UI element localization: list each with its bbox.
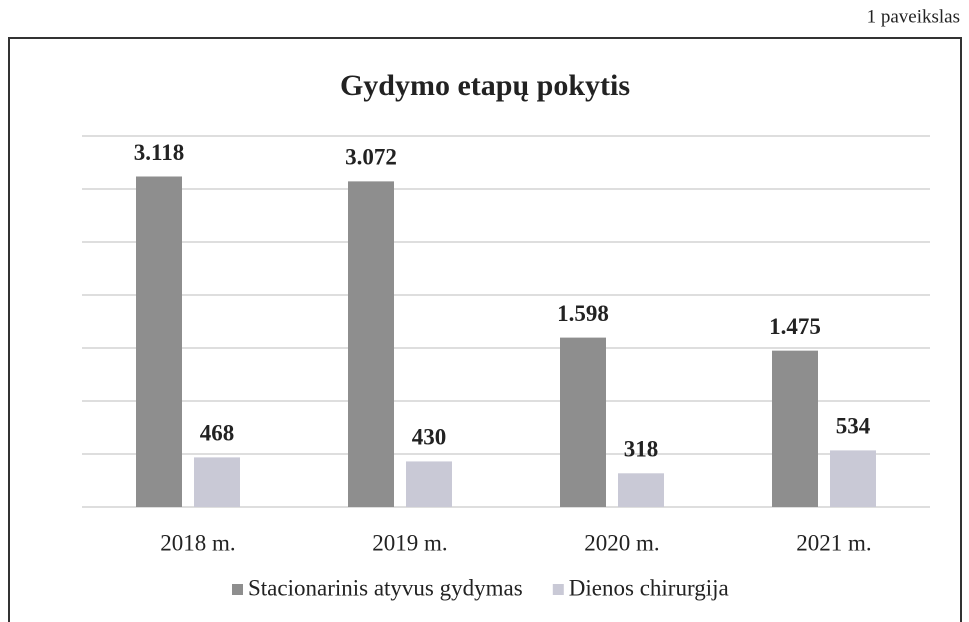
value-label: 430 [412, 425, 447, 450]
bar [618, 473, 664, 507]
bar [406, 461, 452, 507]
value-label: 3.118 [134, 140, 184, 165]
value-label: 468 [200, 421, 235, 446]
value-label: 1.475 [769, 314, 821, 339]
legend-swatch [232, 584, 243, 595]
legend-label: Stacionarinis atyvus gydymas [248, 575, 523, 600]
bar [830, 450, 876, 507]
bar [560, 337, 606, 507]
value-label: 3.072 [345, 145, 397, 170]
chart-title: Gydymo etapų pokytis [340, 69, 630, 102]
x-tick-label: 2021 m. [796, 530, 871, 555]
legend-label: Dienos chirurgija [569, 575, 729, 600]
legend-swatch [552, 584, 564, 595]
x-tick-label: 2018 m. [160, 530, 235, 555]
bar [136, 176, 182, 507]
x-tick-label: 2020 m. [584, 530, 659, 555]
bar [348, 181, 394, 508]
value-label: 534 [836, 414, 871, 439]
chart-frame [8, 37, 962, 622]
x-tick-label: 2019 m. [372, 530, 447, 555]
value-label: 318 [624, 437, 659, 462]
bar [194, 457, 240, 507]
caption: 1 paveikslas [867, 6, 960, 27]
value-label: 1.598 [557, 301, 609, 326]
bar [772, 350, 818, 507]
